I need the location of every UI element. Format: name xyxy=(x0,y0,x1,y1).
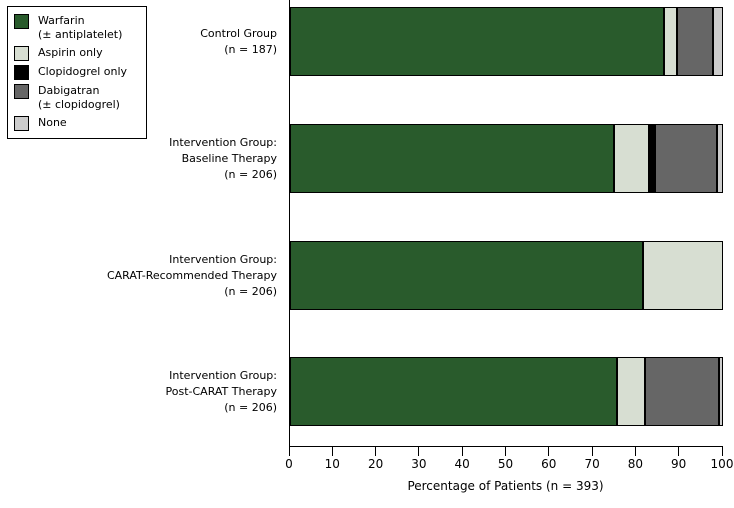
legend-swatch xyxy=(14,14,29,29)
category-label-line: Baseline Therapy xyxy=(181,151,277,165)
bar-segment xyxy=(643,241,723,310)
legend-label-line: Clopidogrel only xyxy=(38,65,128,78)
category-label-line: (n = 206) xyxy=(224,284,277,298)
x-axis-tick xyxy=(678,447,680,456)
legend-label: Clopidogrel only xyxy=(38,65,127,79)
plot-area xyxy=(289,0,723,447)
legend-entry: Clopidogrel only xyxy=(14,65,140,80)
stacked-bar xyxy=(290,124,723,193)
bar-segment xyxy=(676,7,714,76)
x-axis-tick xyxy=(418,447,420,456)
x-axis-ticks xyxy=(288,447,723,456)
category-label-line: Control Group xyxy=(200,26,277,40)
category-label-line: (n = 187) xyxy=(224,42,277,56)
legend-swatch xyxy=(14,116,29,131)
x-axis-tick-label: 20 xyxy=(367,457,384,471)
category-labels: Control Group (n = 187) Intervention Group… xyxy=(0,0,283,446)
x-axis-tick xyxy=(331,447,333,456)
x-axis-tick-label: 70 xyxy=(584,457,600,471)
legend-entry: Aspirin only xyxy=(14,46,140,61)
legend-label-line: Aspirin only xyxy=(38,46,103,59)
x-axis-tick-label: 90 xyxy=(671,457,687,471)
legend-label-line: (± clopidogrel) xyxy=(38,98,120,111)
legend-entry: Warfarin (± antiplatelet) xyxy=(14,14,140,42)
x-axis-tick-labels: 0 10 20 30 40 50 60 70 80 90 100 xyxy=(285,457,733,473)
bar-segment xyxy=(645,357,719,426)
category-label-line: Intervention Group: xyxy=(169,135,277,149)
chart-legend: Warfarin (± antiplatelet) Aspirin only Clop… xyxy=(7,6,147,139)
bar-segment xyxy=(290,7,664,76)
category-label-line: (n = 206) xyxy=(224,167,277,181)
bar-segment xyxy=(718,357,723,426)
x-axis-tick xyxy=(461,447,463,456)
x-axis-tick-label: 50 xyxy=(497,457,514,471)
stacked-bar xyxy=(290,241,723,310)
x-axis-tick xyxy=(505,447,506,456)
category-label-line: Post-CARAT Therapy xyxy=(165,384,278,398)
category-label: Control Group (n = 187) xyxy=(0,26,277,58)
bar-segment xyxy=(663,7,677,76)
legend-swatch xyxy=(14,84,29,99)
x-axis-tick-label: 100 xyxy=(710,457,734,471)
x-axis-tick xyxy=(721,447,723,456)
category-label-line: Intervention Group: xyxy=(169,368,277,382)
x-axis-tick-label: 40 xyxy=(454,457,470,471)
category-label: Intervention Group: Baseline Therapy (n = … xyxy=(0,135,277,183)
bar-segment xyxy=(290,357,618,426)
x-axis-tick-label: 80 xyxy=(627,457,644,471)
bar-segment xyxy=(717,124,723,193)
legend-label-line: None xyxy=(38,116,67,129)
legend-swatch xyxy=(14,46,29,61)
legend-label-line: (± antiplatelet) xyxy=(38,28,123,41)
legend-entry: Dabigatran (± clopidogrel) xyxy=(14,84,140,112)
x-axis-title: Percentage of Patients (n = 393) xyxy=(407,479,604,493)
category-label-line: Intervention Group: xyxy=(169,252,277,266)
bar-segment xyxy=(613,124,649,193)
bar-segment xyxy=(648,124,656,193)
x-axis-tick xyxy=(591,447,593,456)
legend-label-line: Warfarin xyxy=(38,14,85,27)
x-axis-tick xyxy=(548,447,550,456)
legend-entry: None xyxy=(14,116,140,131)
category-label-line: (n = 206) xyxy=(224,400,277,414)
stacked-bar xyxy=(290,7,723,76)
legend-swatch xyxy=(14,65,29,80)
category-label-line: CARAT-Recommended Therapy xyxy=(106,268,277,282)
x-axis-tick-label: 0 xyxy=(285,457,293,471)
bar-segment xyxy=(290,241,644,310)
legend-label: Warfarin (± antiplatelet) xyxy=(38,14,122,42)
x-axis-tick xyxy=(375,447,377,456)
bar-segment xyxy=(713,7,723,76)
category-label: Intervention Group: Post-CARAT Therapy (n … xyxy=(0,368,278,416)
legend-label-line: Dabigatran xyxy=(38,84,100,97)
x-axis-tick-label: 30 xyxy=(411,457,427,471)
bar-segment xyxy=(655,124,718,193)
stacked-bar xyxy=(290,357,723,426)
x-axis-tick-label: 60 xyxy=(541,457,557,471)
x-axis-tick-label: 10 xyxy=(324,457,340,471)
x-axis-tick xyxy=(288,447,290,456)
legend-label: Aspirin only xyxy=(38,46,103,60)
category-label: Intervention Group: CARAT-Recommended The… xyxy=(0,252,277,300)
legend-label: Dabigatran (± clopidogrel) xyxy=(38,84,120,112)
bar-segment xyxy=(617,357,646,426)
legend-label: None xyxy=(38,116,67,130)
x-axis-tick xyxy=(634,447,636,456)
bar-segment xyxy=(290,124,614,193)
